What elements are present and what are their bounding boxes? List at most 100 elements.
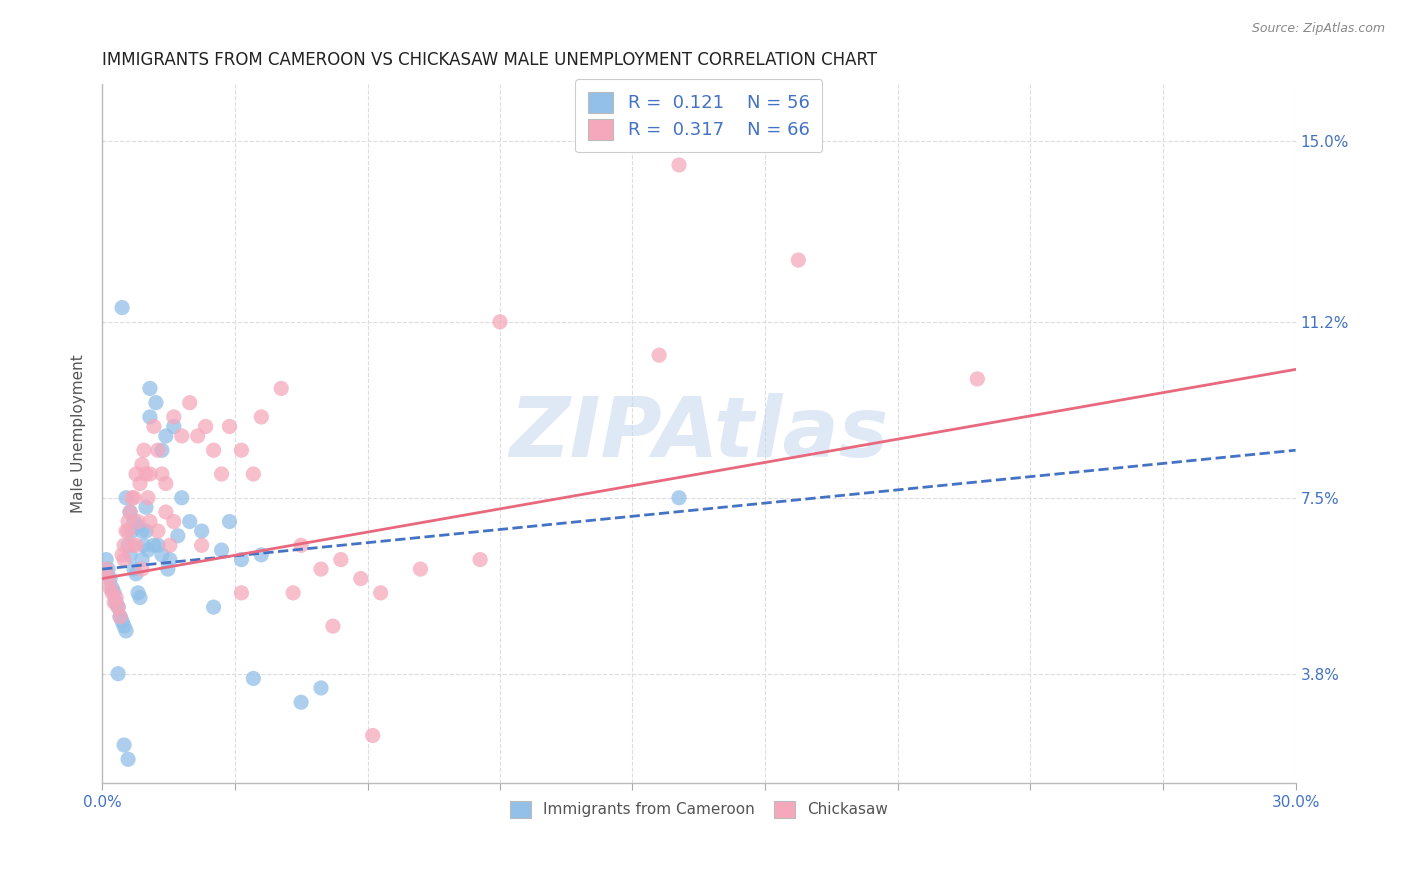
Point xyxy=(231,552,253,566)
Point xyxy=(146,538,169,552)
Point xyxy=(112,552,135,566)
Point xyxy=(155,476,177,491)
Point xyxy=(150,443,173,458)
Point xyxy=(290,695,312,709)
Point xyxy=(283,586,305,600)
Point xyxy=(96,552,118,566)
Point xyxy=(111,301,134,315)
Point xyxy=(187,429,209,443)
Point xyxy=(139,381,162,395)
Point xyxy=(139,467,162,481)
Point xyxy=(145,395,167,409)
Text: IMMIGRANTS FROM CAMEROON VS CHICKASAW MALE UNEMPLOYMENT CORRELATION CHART: IMMIGRANTS FROM CAMEROON VS CHICKASAW MA… xyxy=(103,51,877,69)
Point xyxy=(117,538,139,552)
Point xyxy=(112,619,135,633)
Point xyxy=(211,543,233,558)
Point xyxy=(163,515,186,529)
Point xyxy=(121,524,143,538)
Point xyxy=(129,591,152,605)
Point xyxy=(117,515,139,529)
Point xyxy=(648,348,671,362)
Point xyxy=(250,409,273,424)
Legend: Immigrants from Cameroon, Chickasaw: Immigrants from Cameroon, Chickasaw xyxy=(503,795,894,824)
Point xyxy=(170,491,193,505)
Point xyxy=(218,419,240,434)
Point xyxy=(179,395,201,409)
Point xyxy=(108,609,131,624)
Point xyxy=(309,681,332,695)
Point xyxy=(139,515,162,529)
Point xyxy=(163,419,186,434)
Point xyxy=(409,562,432,576)
Point xyxy=(120,548,142,562)
Point xyxy=(155,429,177,443)
Point xyxy=(107,600,129,615)
Point xyxy=(250,548,273,562)
Point xyxy=(179,515,201,529)
Point xyxy=(468,552,491,566)
Point xyxy=(139,409,162,424)
Point xyxy=(115,524,138,538)
Point xyxy=(107,666,129,681)
Point xyxy=(135,467,157,481)
Point xyxy=(97,562,120,576)
Point xyxy=(155,505,177,519)
Point xyxy=(218,515,240,529)
Point xyxy=(966,372,988,386)
Point xyxy=(231,586,253,600)
Point xyxy=(136,543,159,558)
Point xyxy=(111,548,134,562)
Point xyxy=(120,505,142,519)
Point xyxy=(190,538,212,552)
Point xyxy=(129,476,152,491)
Point xyxy=(131,562,153,576)
Point xyxy=(120,505,142,519)
Point xyxy=(787,253,810,268)
Point xyxy=(668,158,690,172)
Point xyxy=(329,552,352,566)
Point xyxy=(107,600,129,615)
Point xyxy=(242,672,264,686)
Point xyxy=(146,524,169,538)
Point xyxy=(202,600,225,615)
Point xyxy=(121,491,143,505)
Point xyxy=(370,586,392,600)
Point xyxy=(136,491,159,505)
Point xyxy=(131,458,153,472)
Point xyxy=(150,548,173,562)
Point xyxy=(142,538,165,552)
Point xyxy=(170,429,193,443)
Point xyxy=(103,595,125,609)
Point xyxy=(125,538,148,552)
Point xyxy=(150,467,173,481)
Point xyxy=(115,624,138,638)
Point xyxy=(105,591,128,605)
Point xyxy=(159,538,181,552)
Point xyxy=(125,566,148,581)
Point xyxy=(103,586,125,600)
Point xyxy=(115,491,138,505)
Point xyxy=(350,572,373,586)
Y-axis label: Male Unemployment: Male Unemployment xyxy=(72,354,86,513)
Text: Source: ZipAtlas.com: Source: ZipAtlas.com xyxy=(1251,22,1385,36)
Point xyxy=(101,581,124,595)
Point xyxy=(127,586,149,600)
Text: ZIPAtlas: ZIPAtlas xyxy=(509,393,889,474)
Point xyxy=(309,562,332,576)
Point xyxy=(111,615,134,629)
Point xyxy=(132,538,155,552)
Point xyxy=(146,443,169,458)
Point xyxy=(159,552,181,566)
Point xyxy=(96,562,118,576)
Point xyxy=(194,419,217,434)
Point xyxy=(121,538,143,552)
Point xyxy=(156,562,179,576)
Point xyxy=(117,752,139,766)
Point xyxy=(231,443,253,458)
Point xyxy=(135,500,157,515)
Point xyxy=(112,538,135,552)
Point xyxy=(489,315,512,329)
Point xyxy=(190,524,212,538)
Point xyxy=(97,572,120,586)
Point xyxy=(131,524,153,538)
